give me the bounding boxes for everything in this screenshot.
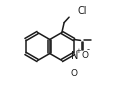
Text: Cl: Cl bbox=[76, 6, 86, 16]
Text: O: O bbox=[70, 69, 77, 78]
Text: O: O bbox=[81, 51, 88, 60]
Text: -: - bbox=[86, 45, 89, 54]
Text: N: N bbox=[70, 51, 77, 61]
Text: +: + bbox=[74, 48, 80, 54]
